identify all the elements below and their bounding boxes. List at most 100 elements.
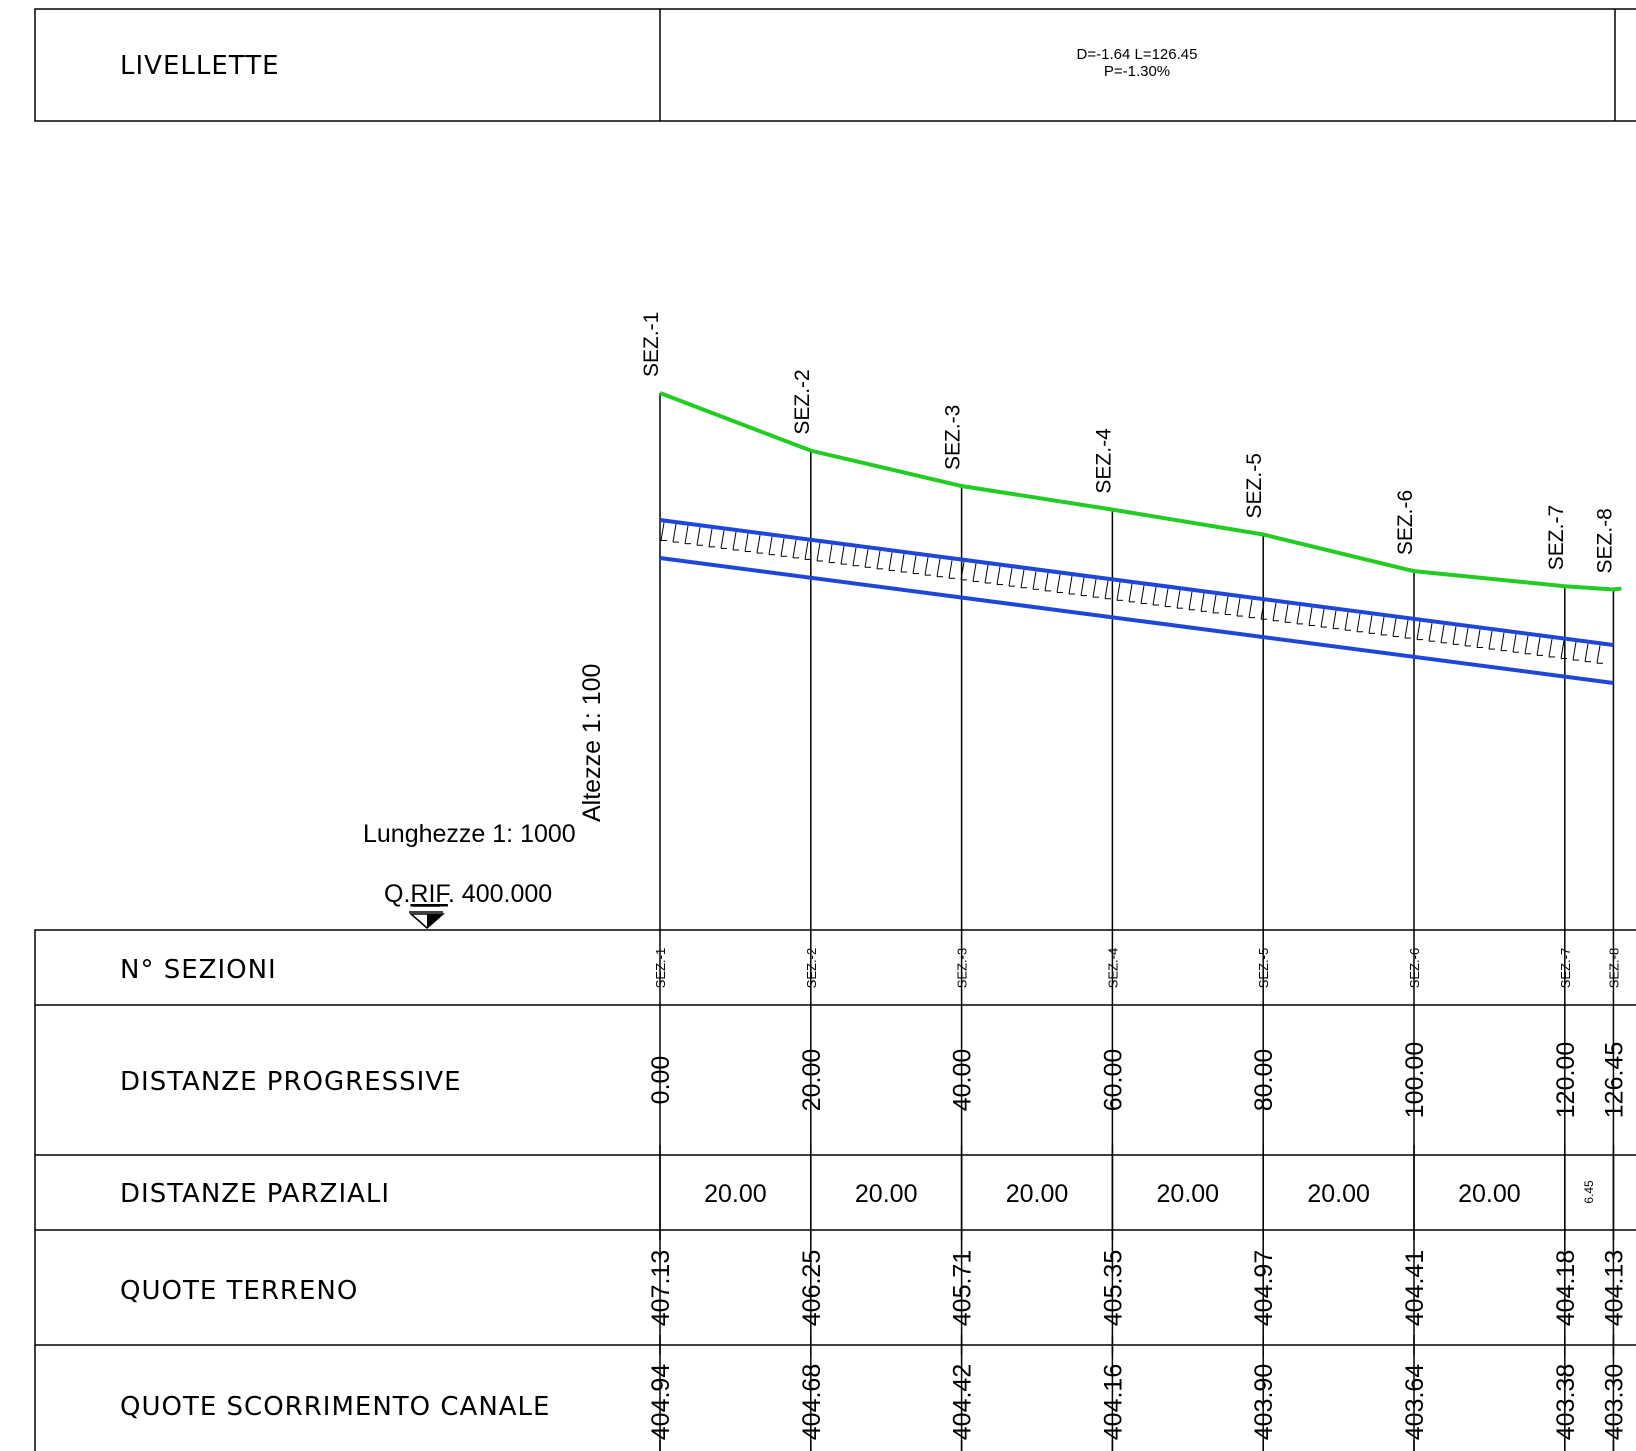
hatch-mark <box>1116 582 1121 601</box>
lengths-scale-label: Lunghezze 1: 1000 <box>363 820 576 848</box>
livellette-frame <box>34 8 1636 122</box>
hatch-mark <box>1500 632 1505 651</box>
reference-level-label: Q.RIF. 400.000 <box>384 880 552 908</box>
hatch-mark <box>1188 591 1193 610</box>
hatch-mark <box>852 547 857 566</box>
hatch-mark <box>1236 597 1241 617</box>
table-progressive-1: 0.00 <box>647 1056 675 1105</box>
table-scorrimento-1: 404.94 <box>647 1364 675 1441</box>
hatch-mark <box>792 539 797 558</box>
hatch-mark <box>1296 605 1301 624</box>
row-label-progressive: DISTANZE PROGRESSIVE <box>120 1067 462 1097</box>
hatch-mark <box>1524 635 1529 654</box>
table-section-name-1: SEZ.-1 <box>653 948 668 988</box>
table-scorrimento-7: 403.38 <box>1552 1364 1580 1440</box>
hatch-mark <box>924 557 929 576</box>
hatch-mark <box>1452 626 1457 645</box>
hatch-mark <box>1176 590 1181 609</box>
reference-level: Q.RIF. 400.000 <box>384 880 552 929</box>
hatch-mark <box>1032 571 1037 590</box>
hatch-mark <box>1572 642 1577 661</box>
table-progressive-5: 80.00 <box>1250 1049 1278 1112</box>
hatch-mark <box>1056 574 1061 593</box>
hatch-mark <box>1080 577 1085 596</box>
section-verticals <box>659 393 1615 1451</box>
hatch-mark <box>756 535 761 554</box>
hatch-mark <box>804 541 809 560</box>
hatch-mark <box>840 546 845 565</box>
hatch-mark <box>1548 638 1553 658</box>
table-scorrimento-4: 404.16 <box>1099 1364 1127 1440</box>
hatch-mark <box>708 528 713 547</box>
hatch-mark <box>900 553 905 573</box>
hatch-mark <box>936 558 941 577</box>
hatch-mark <box>780 538 785 557</box>
hatch-mark <box>1356 613 1361 632</box>
section-top-label-6: SEZ.-6 <box>1394 490 1417 555</box>
row-label-parziali: DISTANZE PARZIALI <box>120 1179 390 1209</box>
hatch-mark <box>1332 610 1337 629</box>
hatch-mark <box>996 566 1001 585</box>
table-parziale-4: 20.00 <box>1157 1180 1220 1208</box>
reference-level-value: . 400.000 <box>448 880 552 908</box>
hatch-mark <box>1020 569 1025 588</box>
livellette-table: LIVELLETTE D=-1.64 L=126.45 P=-1.30% <box>34 8 1636 122</box>
hatch-mark <box>744 533 749 552</box>
hatch-mark <box>1008 568 1013 587</box>
table-terreno-4: 405.35 <box>1099 1250 1127 1326</box>
channel-hatch <box>660 522 1603 664</box>
table-section-columns: SEZ.-1 0.00 407.13 404.94 SEZ.-2 20.00 406.25 4… <box>647 948 1628 1451</box>
table-scorrimento-8: 403.30 <box>1600 1364 1628 1440</box>
hatch-mark <box>1284 604 1289 623</box>
hatch-mark <box>1416 621 1421 640</box>
section-top-label-2: SEZ.-2 <box>791 369 814 434</box>
hatch-mark <box>1392 618 1397 637</box>
table-progressive-2: 20.00 <box>798 1049 826 1112</box>
hatch-mark <box>660 522 665 541</box>
table-scorrimento-2: 404.68 <box>798 1364 826 1440</box>
reference-level-triangle-fill <box>427 914 443 928</box>
hatch-mark <box>1344 612 1349 631</box>
livellette-gradient-line2: P=-1.30% <box>1104 63 1170 80</box>
hatch-mark <box>1488 630 1493 650</box>
hatch-mark <box>1272 602 1277 621</box>
hatch-mark <box>1380 616 1385 636</box>
hatch-mark <box>960 561 965 580</box>
table-progressive-7: 120.00 <box>1552 1042 1580 1118</box>
hatch-mark <box>984 564 989 584</box>
hatch-mark <box>1476 629 1481 648</box>
table-terreno-6: 404.41 <box>1401 1250 1429 1326</box>
row-label-scorrimento: QUOTE SCORRIMENTO CANALE <box>120 1392 550 1422</box>
table-parziale-3: 20.00 <box>1006 1180 1069 1208</box>
hatch-mark <box>1536 637 1541 656</box>
table-progressive-3: 40.00 <box>949 1049 977 1112</box>
hatch-mark <box>1404 619 1409 639</box>
heights-scale-label: Altezze 1: 100 <box>578 664 606 822</box>
hatch-mark <box>732 531 737 551</box>
hatch-mark <box>1428 623 1433 642</box>
profile-plot: SEZ.-1 SEZ.-2 SEZ.-3 SEZ.-4 SEZ.-5 SEZ.-6 SEZ.… <box>640 312 1622 1451</box>
table-progressive-6: 100.00 <box>1401 1042 1429 1118</box>
terrain-polyline <box>659 391 1622 592</box>
row-label-terreno: QUOTE TERRENO <box>120 1276 358 1306</box>
hatch-mark <box>888 552 893 571</box>
table-parziale-7: 6.45 <box>1582 1180 1596 1204</box>
profile-data-table: N° SEZIONI DISTANZE PROGRESSIVE DISTANZE… <box>34 929 1636 1451</box>
table-frame <box>34 929 1636 1451</box>
hatch-mark <box>1440 624 1445 643</box>
table-parziale-5: 20.00 <box>1307 1180 1370 1208</box>
table-parziale-2: 20.00 <box>855 1180 918 1208</box>
channel-lines <box>659 518 1614 685</box>
hatch-mark <box>1320 608 1325 628</box>
table-progressive-8: 126.45 <box>1600 1042 1628 1118</box>
section-top-label-8: SEZ.-8 <box>1593 508 1616 573</box>
livellette-label: LIVELLETTE <box>120 51 280 81</box>
table-section-name-7: SEZ.-7 <box>1558 948 1573 988</box>
hatch-mark <box>876 550 881 569</box>
table-terreno-2: 406.25 <box>798 1250 826 1326</box>
channel-bottom-line <box>659 556 1614 685</box>
hatch-mark <box>1464 627 1469 647</box>
hatch-mark <box>768 536 773 555</box>
table-scorrimento-3: 404.42 <box>949 1364 977 1440</box>
